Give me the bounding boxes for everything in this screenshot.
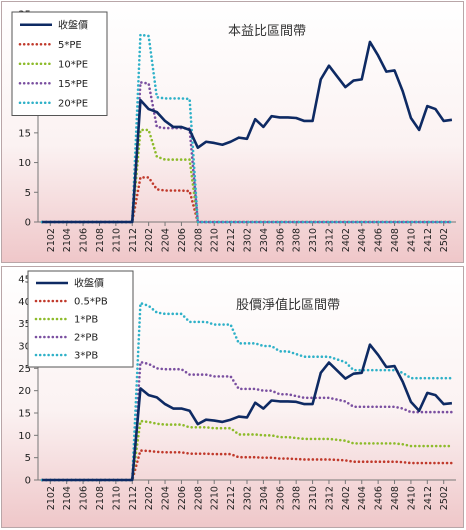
y-tick-label: 35 <box>18 319 31 330</box>
x-tick-label: 2104 <box>62 486 73 510</box>
pb-band-chart-svg: 0 5 10 15 20 25 30 35 40 45 2102 2104 2106 2108 2110 21… <box>18 270 456 510</box>
legend-label-3: 2*PB <box>74 333 98 344</box>
x-tick-label: 2302 <box>243 228 254 252</box>
pb-band-chart: 0 5 10 15 20 25 30 35 40 45 2102 2104 2106 2108 2110 21… <box>1 266 464 528</box>
x-tick-label: 2310 <box>308 486 319 510</box>
x-tick-label: 2210 <box>210 228 221 252</box>
x-tick-label: 2404 <box>357 228 368 252</box>
legend-label-4: 3*PB <box>74 351 98 362</box>
x-tick-label: 2412 <box>423 486 434 510</box>
x-tick-label: 2110 <box>111 486 122 510</box>
x-tick-label: 2212 <box>226 486 237 510</box>
legend-label-0: 收盤價 <box>74 277 104 290</box>
x-tick-label: 2310 <box>308 228 319 252</box>
x-tick-label: 2308 <box>292 486 303 510</box>
x-tick-label: 2412 <box>423 228 434 252</box>
y-tick-label: 5 <box>25 453 31 464</box>
x-tick-label: 2402 <box>341 228 352 252</box>
legend-label-4: 20*PE <box>58 98 88 109</box>
x-tick-label: 2406 <box>374 228 385 252</box>
legend-label-1: 0.5*PB <box>74 297 108 308</box>
legend-label-3: 15*PE <box>58 79 88 90</box>
x-tick-label: 2104 <box>62 228 73 252</box>
x-tick-label: 2302 <box>243 486 254 510</box>
x-tick-label: 2108 <box>95 228 106 252</box>
x-tick-label: 2110 <box>111 228 122 252</box>
x-tick-label: 2306 <box>275 228 286 252</box>
x-tick-label: 2406 <box>374 486 385 510</box>
x-tick-label: 2304 <box>259 228 270 252</box>
x-tick-label: 2306 <box>275 486 286 510</box>
legend-label-0: 收盤價 <box>58 18 88 31</box>
y-tick-label: 15 <box>18 128 31 139</box>
x-tick-label: 2106 <box>79 486 90 510</box>
y-tick-label: 5 <box>25 188 31 199</box>
y-tick-label: 25 <box>18 364 31 375</box>
y-tick-label: 30 <box>18 342 31 353</box>
x-tick-label: 2210 <box>210 486 221 510</box>
x-tick-label: 2202 <box>144 486 155 510</box>
pe-band-chart: 0510152025303521022104210621082110211222… <box>1 1 464 263</box>
x-tick-label: 2208 <box>193 228 204 252</box>
y-tick-label: 40 <box>18 297 31 308</box>
series-line-2 <box>40 128 454 224</box>
x-tick-label: 2312 <box>324 228 335 252</box>
x-tick-label: 2108 <box>95 486 106 510</box>
x-tick-label: 2502 <box>439 486 450 510</box>
x-tick-label: 2304 <box>259 486 270 510</box>
series-line-0 <box>42 40 453 224</box>
x-tick-label: 2502 <box>439 228 450 252</box>
y-tick-label: 15 <box>18 409 31 420</box>
x-tick-label: 2112 <box>128 486 139 510</box>
x-tick-label: 2102 <box>46 486 57 510</box>
chart-title: 本益比區間帶 <box>228 24 306 39</box>
series-line-3 <box>40 360 454 482</box>
x-tick-label: 2408 <box>390 486 401 510</box>
x-tick-label: 2308 <box>292 228 303 252</box>
series-line-1 <box>40 449 454 482</box>
x-tick-label: 2402 <box>341 486 352 510</box>
y-tick-label: 10 <box>18 158 31 169</box>
pe-band-chart-svg: 0510152025303521022104210621082110211222… <box>11 10 456 252</box>
x-tick-label: 2410 <box>406 486 417 510</box>
y-tick-label: 20 <box>18 386 31 397</box>
x-tick-label: 2212 <box>226 228 237 252</box>
x-tick-label: 2408 <box>390 228 401 252</box>
legend-label-2: 1*PB <box>74 315 98 326</box>
x-tick-label: 2202 <box>144 228 155 252</box>
x-tick-label: 2112 <box>128 228 139 252</box>
x-tick-label: 2204 <box>161 486 172 510</box>
legend-label-1: 5*PE <box>58 40 82 51</box>
y-tick-label: 0 <box>25 476 31 487</box>
x-tick-label: 2206 <box>177 228 188 252</box>
y-tick-label: 10 <box>18 431 31 442</box>
x-tick-label: 2410 <box>406 228 417 252</box>
series-line-2 <box>40 419 454 482</box>
x-tick-label: 2404 <box>357 486 368 510</box>
legend-label-2: 10*PE <box>58 59 88 70</box>
x-tick-label: 2312 <box>324 486 335 510</box>
y-tick-label: 45 <box>18 275 31 286</box>
x-tick-label: 2204 <box>161 228 172 252</box>
x-tick-label: 2102 <box>46 228 57 252</box>
y-tick-label: 0 <box>25 218 31 229</box>
series-line-0 <box>42 343 453 482</box>
x-tick-label: 2206 <box>177 486 188 510</box>
x-tick-label: 2208 <box>193 486 204 510</box>
x-tick-label: 2106 <box>79 228 90 252</box>
chart-title: 股價淨值比區間帶 <box>236 297 340 313</box>
series-line-1 <box>40 176 454 224</box>
